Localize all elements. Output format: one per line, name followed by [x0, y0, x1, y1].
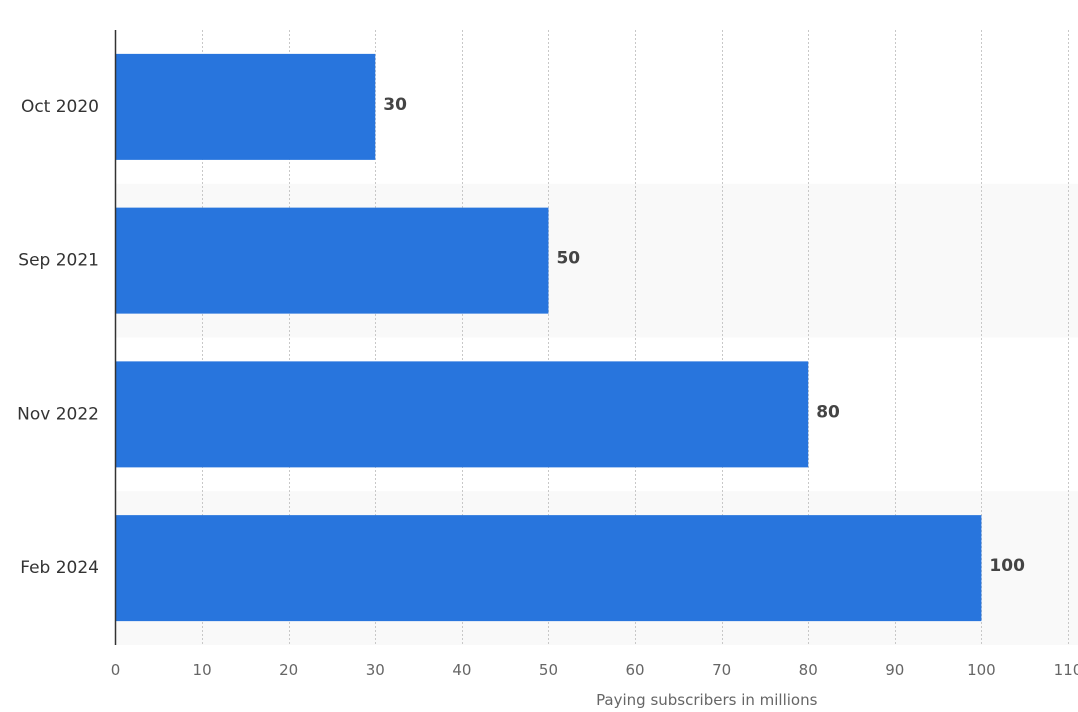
- x-tick-label: 60: [625, 661, 644, 679]
- value-label: 30: [383, 95, 407, 115]
- category-labels: Oct 2020 Sep 2021 Nov 2022 Feb 2024: [17, 97, 99, 578]
- bar[interactable]: [115, 53, 376, 160]
- x-tick-labels: 0 10 20 30 40 50 60 70 80 90 100 110: [111, 661, 1078, 679]
- x-tick-label: 30: [366, 661, 385, 679]
- bar[interactable]: [115, 361, 809, 468]
- category-label: Sep 2021: [18, 251, 99, 271]
- bar[interactable]: [115, 515, 982, 622]
- value-label: 80: [816, 402, 840, 422]
- value-label: 50: [556, 249, 580, 269]
- x-tick-label: 80: [799, 661, 818, 679]
- bars: [115, 53, 982, 622]
- value-label: 100: [989, 556, 1025, 576]
- x-tick-label: 10: [193, 661, 212, 679]
- x-tick-label: 110: [1054, 661, 1078, 679]
- category-label: Nov 2022: [17, 404, 99, 424]
- x-tick-label: 0: [111, 661, 121, 679]
- x-tick-label: 40: [452, 661, 471, 679]
- x-tick-label: 70: [712, 661, 731, 679]
- value-labels: 30 50 80 100: [383, 95, 1025, 576]
- x-tick-label: 100: [967, 661, 996, 679]
- x-axis-title: Paying subscribers in millions: [596, 691, 818, 709]
- x-tick-label: 50: [539, 661, 558, 679]
- x-tick-label: 90: [885, 661, 904, 679]
- category-label: Oct 2020: [21, 97, 99, 117]
- category-label: Feb 2024: [20, 558, 99, 578]
- bar[interactable]: [115, 207, 549, 314]
- x-tick-label: 20: [279, 661, 298, 679]
